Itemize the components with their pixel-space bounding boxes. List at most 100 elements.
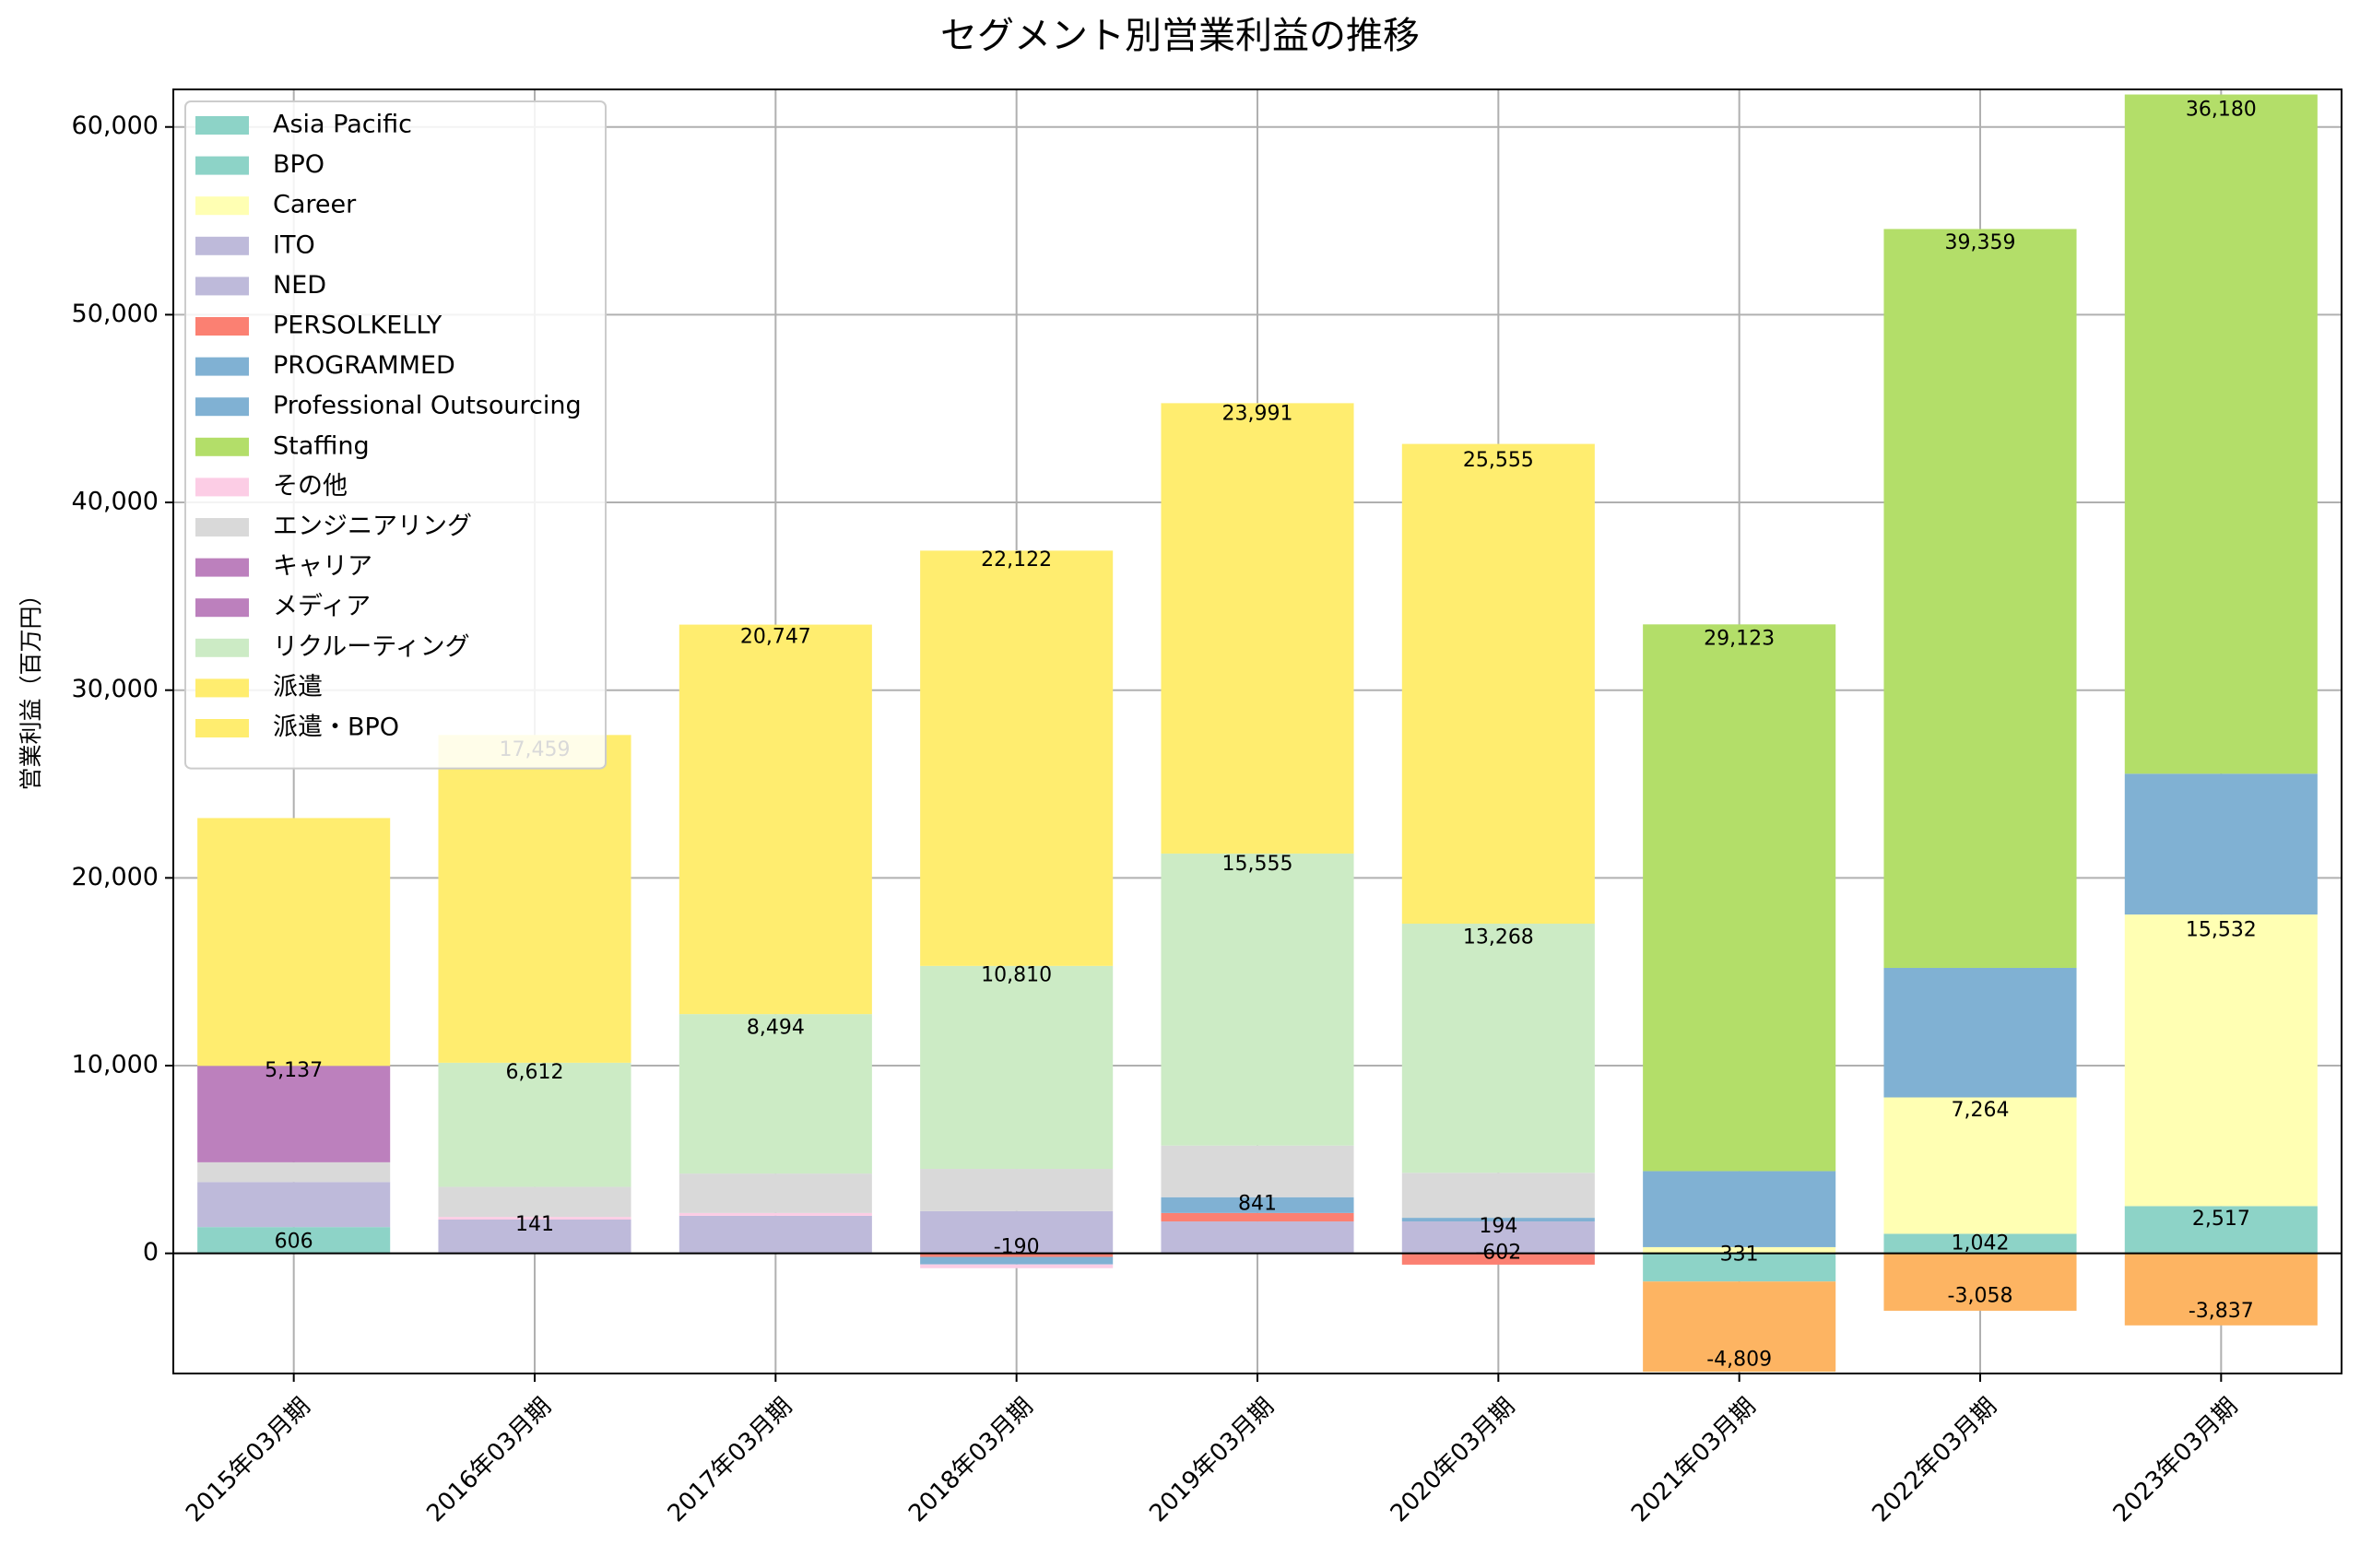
bar-7-series-16: [1883, 1253, 2077, 1311]
bar-3-series-6: [920, 1256, 1114, 1265]
bar-8-series-6: [2124, 773, 2318, 915]
bar-6-series-2: [1643, 1246, 1836, 1254]
bar-5-series-5: [1401, 1253, 1595, 1265]
bar-3-series-9: [920, 1264, 1114, 1268]
y-tick-label-4: 40,000: [72, 488, 159, 516]
x-axis-ticks: 2015年03月期 2016年03月期 2017年03月期 2018年03月期 2019…: [181, 1373, 2243, 1527]
legend-swatch-5: [195, 317, 249, 336]
bar-3-series-4: [920, 1210, 1114, 1254]
legend-label-1: BPO: [273, 150, 324, 179]
data-label-25: -3,837: [2189, 1300, 2254, 1323]
bar-3-series-13: [920, 965, 1114, 1170]
bar-0-series-0: [197, 1227, 391, 1254]
bar-6-series-0: [1643, 1253, 1836, 1282]
y-tick-label-3: 30,000: [72, 675, 159, 703]
bar-5-series-10: [1401, 1173, 1595, 1219]
bar-5-series-6: [1401, 1218, 1595, 1222]
bar-6-series-6: [1643, 1171, 1836, 1247]
legend-swatch-12: [195, 598, 249, 618]
bar-5-series-4: [1401, 1221, 1595, 1254]
bar-0-series-11: [197, 1066, 391, 1162]
bar-6-series-8: [1643, 624, 1836, 1172]
bar-4-series-14: [1161, 403, 1354, 854]
legend-label-14: 派遣: [273, 673, 323, 701]
bar-8-series-2: [2124, 914, 2318, 1207]
bar-2-series-9: [678, 1212, 872, 1216]
data-label-27: 36,180: [2186, 98, 2257, 121]
legend-label-12: メディア: [273, 593, 371, 621]
y-tick-label-6: 60,000: [72, 112, 159, 140]
bar-0-series-10: [197, 1161, 391, 1183]
data-label-26: 15,532: [2186, 918, 2257, 941]
data-label-6: 20,747: [740, 626, 811, 649]
legend-label-6: PROGRAMMED: [273, 351, 455, 380]
data-labels: 6065,1371416,61217,4598,49420,747-19010,…: [265, 98, 2257, 1371]
data-label-19: 29,123: [1704, 628, 1775, 651]
bar-8-series-8: [2124, 94, 2318, 774]
legend-swatch-15: [195, 719, 249, 737]
data-label-8: 10,810: [981, 963, 1052, 986]
data-label-2: 141: [515, 1213, 554, 1236]
bar-5-series-13: [1401, 924, 1595, 1173]
data-label-22: 7,264: [1952, 1099, 2010, 1122]
bar-2-series-4: [678, 1215, 872, 1254]
bar-0-series-14: [197, 818, 391, 1067]
data-label-3: 6,612: [506, 1061, 564, 1084]
y-tick-label-0: 0: [143, 1238, 159, 1267]
bar-4-series-5: [1161, 1212, 1354, 1222]
bar-1-series-9: [438, 1217, 631, 1220]
data-label-5: 8,494: [747, 1016, 805, 1039]
bar-7-series-6: [1883, 967, 2077, 1098]
bar-8-series-0: [2124, 1206, 2318, 1254]
chart-title: セグメント別営業利益の推移: [940, 15, 1420, 57]
data-label-14: -602: [1475, 1242, 1521, 1265]
bar-8-series-16: [2124, 1253, 2318, 1326]
x-tick-label-4: 2019年03月期: [1144, 1393, 1280, 1528]
legend-swatch-1: [195, 156, 249, 175]
legend-label-10: エンジニアリング: [273, 513, 472, 541]
bar-4-series-13: [1161, 853, 1354, 1146]
y-tick-label-5: 50,000: [72, 300, 159, 328]
bar-4-series-6: [1161, 1197, 1354, 1213]
legend-swatch-9: [195, 477, 249, 497]
data-label-16: 25,555: [1463, 449, 1534, 472]
legend-label-11: キャリア: [273, 552, 372, 581]
bar-4-series-10: [1161, 1145, 1354, 1197]
legend-label-2: Career: [273, 191, 357, 219]
legend-swatch-7: [195, 397, 249, 417]
bar-1-series-13: [438, 1062, 631, 1187]
data-label-24: 2,517: [2192, 1208, 2250, 1231]
legend-label-13: リクルーティング: [273, 632, 470, 661]
bar-7-series-2: [1883, 1097, 2077, 1234]
legend-box: [184, 100, 607, 770]
bar-2-series-14: [678, 624, 872, 1015]
legend-swatch-2: [195, 196, 249, 216]
data-label-18: -4,809: [1706, 1349, 1772, 1372]
x-tick-label-1: 2016年03月期: [421, 1393, 557, 1528]
data-label-23: 39,359: [1945, 231, 2016, 254]
bar-7-series-0: [1883, 1233, 2077, 1254]
y-tick-label-1: 10,000: [72, 1051, 159, 1079]
y-tick-label-2: 20,000: [72, 863, 159, 891]
legend-swatch-14: [195, 678, 249, 698]
data-label-1: 5,137: [265, 1059, 323, 1082]
bar-3-series-14: [920, 550, 1114, 966]
bar-7-series-8: [1883, 229, 2077, 968]
data-label-7: -190: [994, 1236, 1040, 1259]
data-label-15: 13,268: [1463, 926, 1534, 949]
x-tick-label-6: 2021年03月期: [1626, 1393, 1762, 1528]
x-tick-label-2: 2017年03月期: [663, 1393, 798, 1528]
legend-label-0: Asia Pacific: [273, 111, 412, 139]
bar-2-series-13: [678, 1014, 872, 1174]
bar-3-series-5: [920, 1253, 1114, 1257]
data-label-21: -3,058: [1948, 1285, 2013, 1308]
legend-swatch-8: [195, 437, 249, 456]
legend-label-9: その他: [273, 472, 348, 501]
legend-label-4: NED: [273, 271, 326, 300]
bar-6-series-16: [1643, 1281, 1836, 1373]
x-tick-label-8: 2023年03月期: [2108, 1393, 2244, 1528]
data-label-17: 331: [1720, 1244, 1759, 1267]
bar-1-series-10: [438, 1186, 631, 1218]
